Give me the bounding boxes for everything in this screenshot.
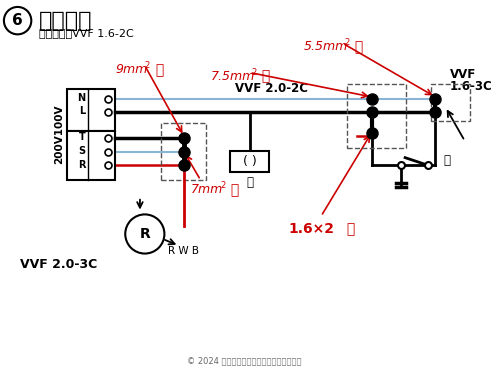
Text: 2: 2 — [220, 181, 226, 190]
Text: T: T — [78, 132, 85, 142]
Text: VVF 2.0-2C: VVF 2.0-2C — [235, 82, 308, 95]
Text: 中: 中 — [150, 63, 164, 77]
Text: 9mm: 9mm — [116, 63, 148, 76]
Text: 表記無きはVVF 1.6-2C: 表記無きはVVF 1.6-2C — [39, 28, 134, 39]
Text: © 2024 いろいろいんふぉ。無断使用禁止。: © 2024 いろいろいんふぉ。無断使用禁止。 — [188, 356, 302, 365]
Text: 5.5mm: 5.5mm — [304, 40, 348, 53]
Bar — [162, 123, 206, 180]
Text: 小: 小 — [226, 183, 239, 197]
Text: イ: イ — [246, 176, 253, 189]
Text: 7.5mm: 7.5mm — [210, 70, 254, 82]
Text: 小: 小 — [350, 40, 364, 54]
Bar — [230, 151, 269, 172]
Text: 〇: 〇 — [342, 222, 355, 236]
Text: 1.6×2: 1.6×2 — [288, 222, 335, 236]
Text: R: R — [78, 159, 85, 170]
Bar — [66, 89, 116, 131]
Text: 7mm: 7mm — [191, 183, 223, 196]
Text: 2: 2 — [344, 38, 350, 47]
Text: 圧着端子: 圧着端子 — [39, 11, 92, 31]
Text: 6: 6 — [12, 13, 23, 28]
Text: 200V100V: 200V100V — [54, 105, 64, 164]
Text: 2: 2 — [145, 61, 150, 70]
Text: L: L — [79, 106, 85, 116]
Text: イ: イ — [444, 154, 450, 167]
Text: ( ): ( ) — [242, 155, 256, 168]
Text: S: S — [78, 146, 85, 156]
Bar — [430, 84, 470, 122]
Text: VVF: VVF — [450, 68, 476, 81]
Text: N: N — [77, 93, 85, 103]
Text: VVF 2.0-3C: VVF 2.0-3C — [20, 258, 97, 272]
Text: 小: 小 — [258, 70, 270, 84]
Text: R: R — [140, 227, 150, 241]
Bar — [348, 84, 406, 148]
Text: 1.6-3C: 1.6-3C — [450, 80, 493, 93]
Bar — [66, 131, 116, 180]
Text: 2: 2 — [252, 68, 257, 76]
Text: R W B: R W B — [168, 246, 200, 256]
